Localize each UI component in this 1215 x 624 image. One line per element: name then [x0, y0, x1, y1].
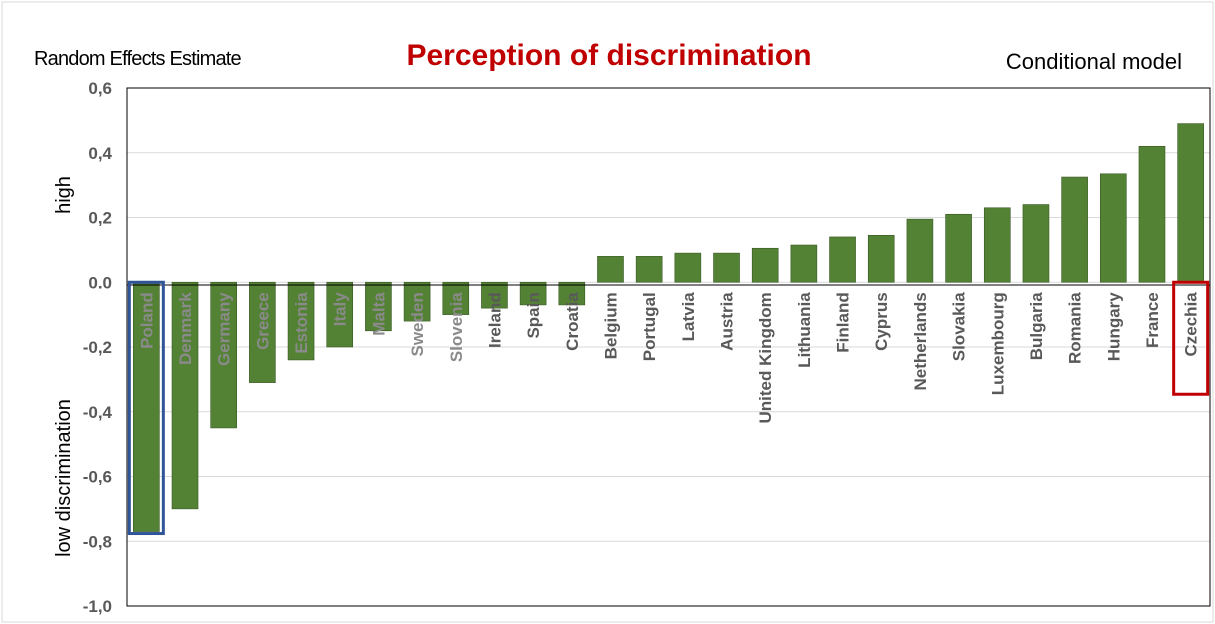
category-label-croatia: Croatia: [563, 292, 582, 351]
category-label-belgium: Belgium: [601, 292, 620, 359]
bar-finland: [829, 236, 856, 283]
category-label-malta: Malta: [369, 292, 388, 336]
bar-denmark: [171, 281, 199, 510]
y-tick-label: -0,4: [83, 403, 113, 422]
y-tick-label: 0,6: [88, 79, 112, 98]
category-label-czechia: Czechia: [1182, 292, 1201, 357]
chart-title: Perception of discrimination: [406, 39, 811, 72]
subtitle-right: Conditional model: [1006, 49, 1182, 74]
category-label-germany: Germany: [215, 292, 234, 366]
y-label-high: high: [53, 176, 75, 214]
bar-bulgaria: [1022, 204, 1050, 283]
category-label-estonia: Estonia: [292, 292, 311, 354]
category-label-united-kingdom: United Kingdom: [756, 292, 775, 423]
category-label-bulgaria: Bulgaria: [1027, 292, 1046, 361]
category-label-greece: Greece: [253, 292, 272, 350]
category-label-romania: Romania: [1066, 292, 1085, 364]
bar-cyprus: [867, 235, 895, 283]
y-tick-label: 0,2: [88, 209, 112, 228]
y-label-low: low discrimination: [53, 399, 75, 557]
category-label-slovakia: Slovakia: [950, 292, 969, 362]
bar-greece: [249, 281, 276, 383]
bars: [133, 123, 1204, 532]
highlight-box-czechia: [1172, 280, 1210, 396]
bar-poland: [133, 281, 160, 532]
bar-hungary: [1100, 173, 1127, 283]
bar-slovenia: [442, 281, 470, 315]
category-label-portugal: Portugal: [640, 292, 659, 361]
bar-portugal: [635, 256, 663, 283]
category-label-cyprus: Cyprus: [872, 292, 891, 351]
bar-lithuania: [790, 244, 818, 283]
bar-spain: [519, 281, 547, 306]
category-label-slovenia: Slovenia: [447, 292, 466, 362]
bar-croatia: [558, 281, 586, 306]
category-label-latvia: Latvia: [679, 292, 698, 342]
category-label-finland: Finland: [834, 292, 853, 352]
bar-latvia: [674, 252, 702, 283]
category-label-hungary: Hungary: [1104, 292, 1123, 362]
y-tick-labels: 0,6 0,4 0,2 0.0 -0,2 -0,4 -0,6 -0,8 -1,0: [83, 79, 113, 616]
y-tick-label: -1,0: [83, 597, 112, 616]
y-tick-label: 0,4: [88, 144, 112, 163]
bar-slovakia: [945, 213, 972, 283]
plot-area: [126, 87, 1211, 607]
bar-sweden: [403, 281, 431, 322]
y-tick-label: -0,2: [83, 338, 112, 357]
bar-ireland: [481, 281, 508, 309]
highlight-boxes: [127, 280, 1210, 536]
bar-luxembourg: [983, 207, 1011, 283]
bar-france: [1138, 145, 1166, 283]
category-label-denmark: Denmark: [176, 292, 195, 365]
bar-estonia: [287, 281, 315, 361]
y-tick-label: 0.0: [88, 273, 112, 292]
subtitle-left: Random Effects Estimate: [34, 48, 242, 70]
category-label-austria: Austria: [718, 292, 737, 351]
y-tick-label: -0,8: [83, 532, 112, 551]
category-label-italy: Italy: [331, 292, 350, 327]
bar-italy: [326, 281, 354, 348]
y-tick-label: -0,6: [83, 468, 112, 487]
bar-austria: [713, 252, 740, 283]
bar-belgium: [597, 256, 624, 283]
category-label-netherlands: Netherlands: [911, 292, 930, 390]
category-labels: Poland Denmark Germany Greece Estonia Italy Ma…: [137, 292, 1200, 424]
category-label-sweden: Sweden: [408, 292, 427, 356]
bar-netherlands: [906, 218, 934, 283]
category-label-france: France: [1143, 292, 1162, 348]
bar-czechia: [1177, 123, 1204, 283]
category-label-lithuania: Lithuania: [795, 292, 814, 368]
bar-romania: [1061, 176, 1088, 283]
category-label-poland: Poland: [137, 292, 156, 349]
category-label-spain: Spain: [524, 292, 543, 338]
category-label-luxembourg: Luxembourg: [988, 292, 1007, 395]
highlight-box-poland: [127, 280, 165, 536]
category-label-ireland: Ireland: [485, 292, 504, 348]
bar-malta: [365, 281, 392, 332]
bar-germany: [210, 281, 237, 429]
bar-united-kingdom: [751, 247, 779, 283]
